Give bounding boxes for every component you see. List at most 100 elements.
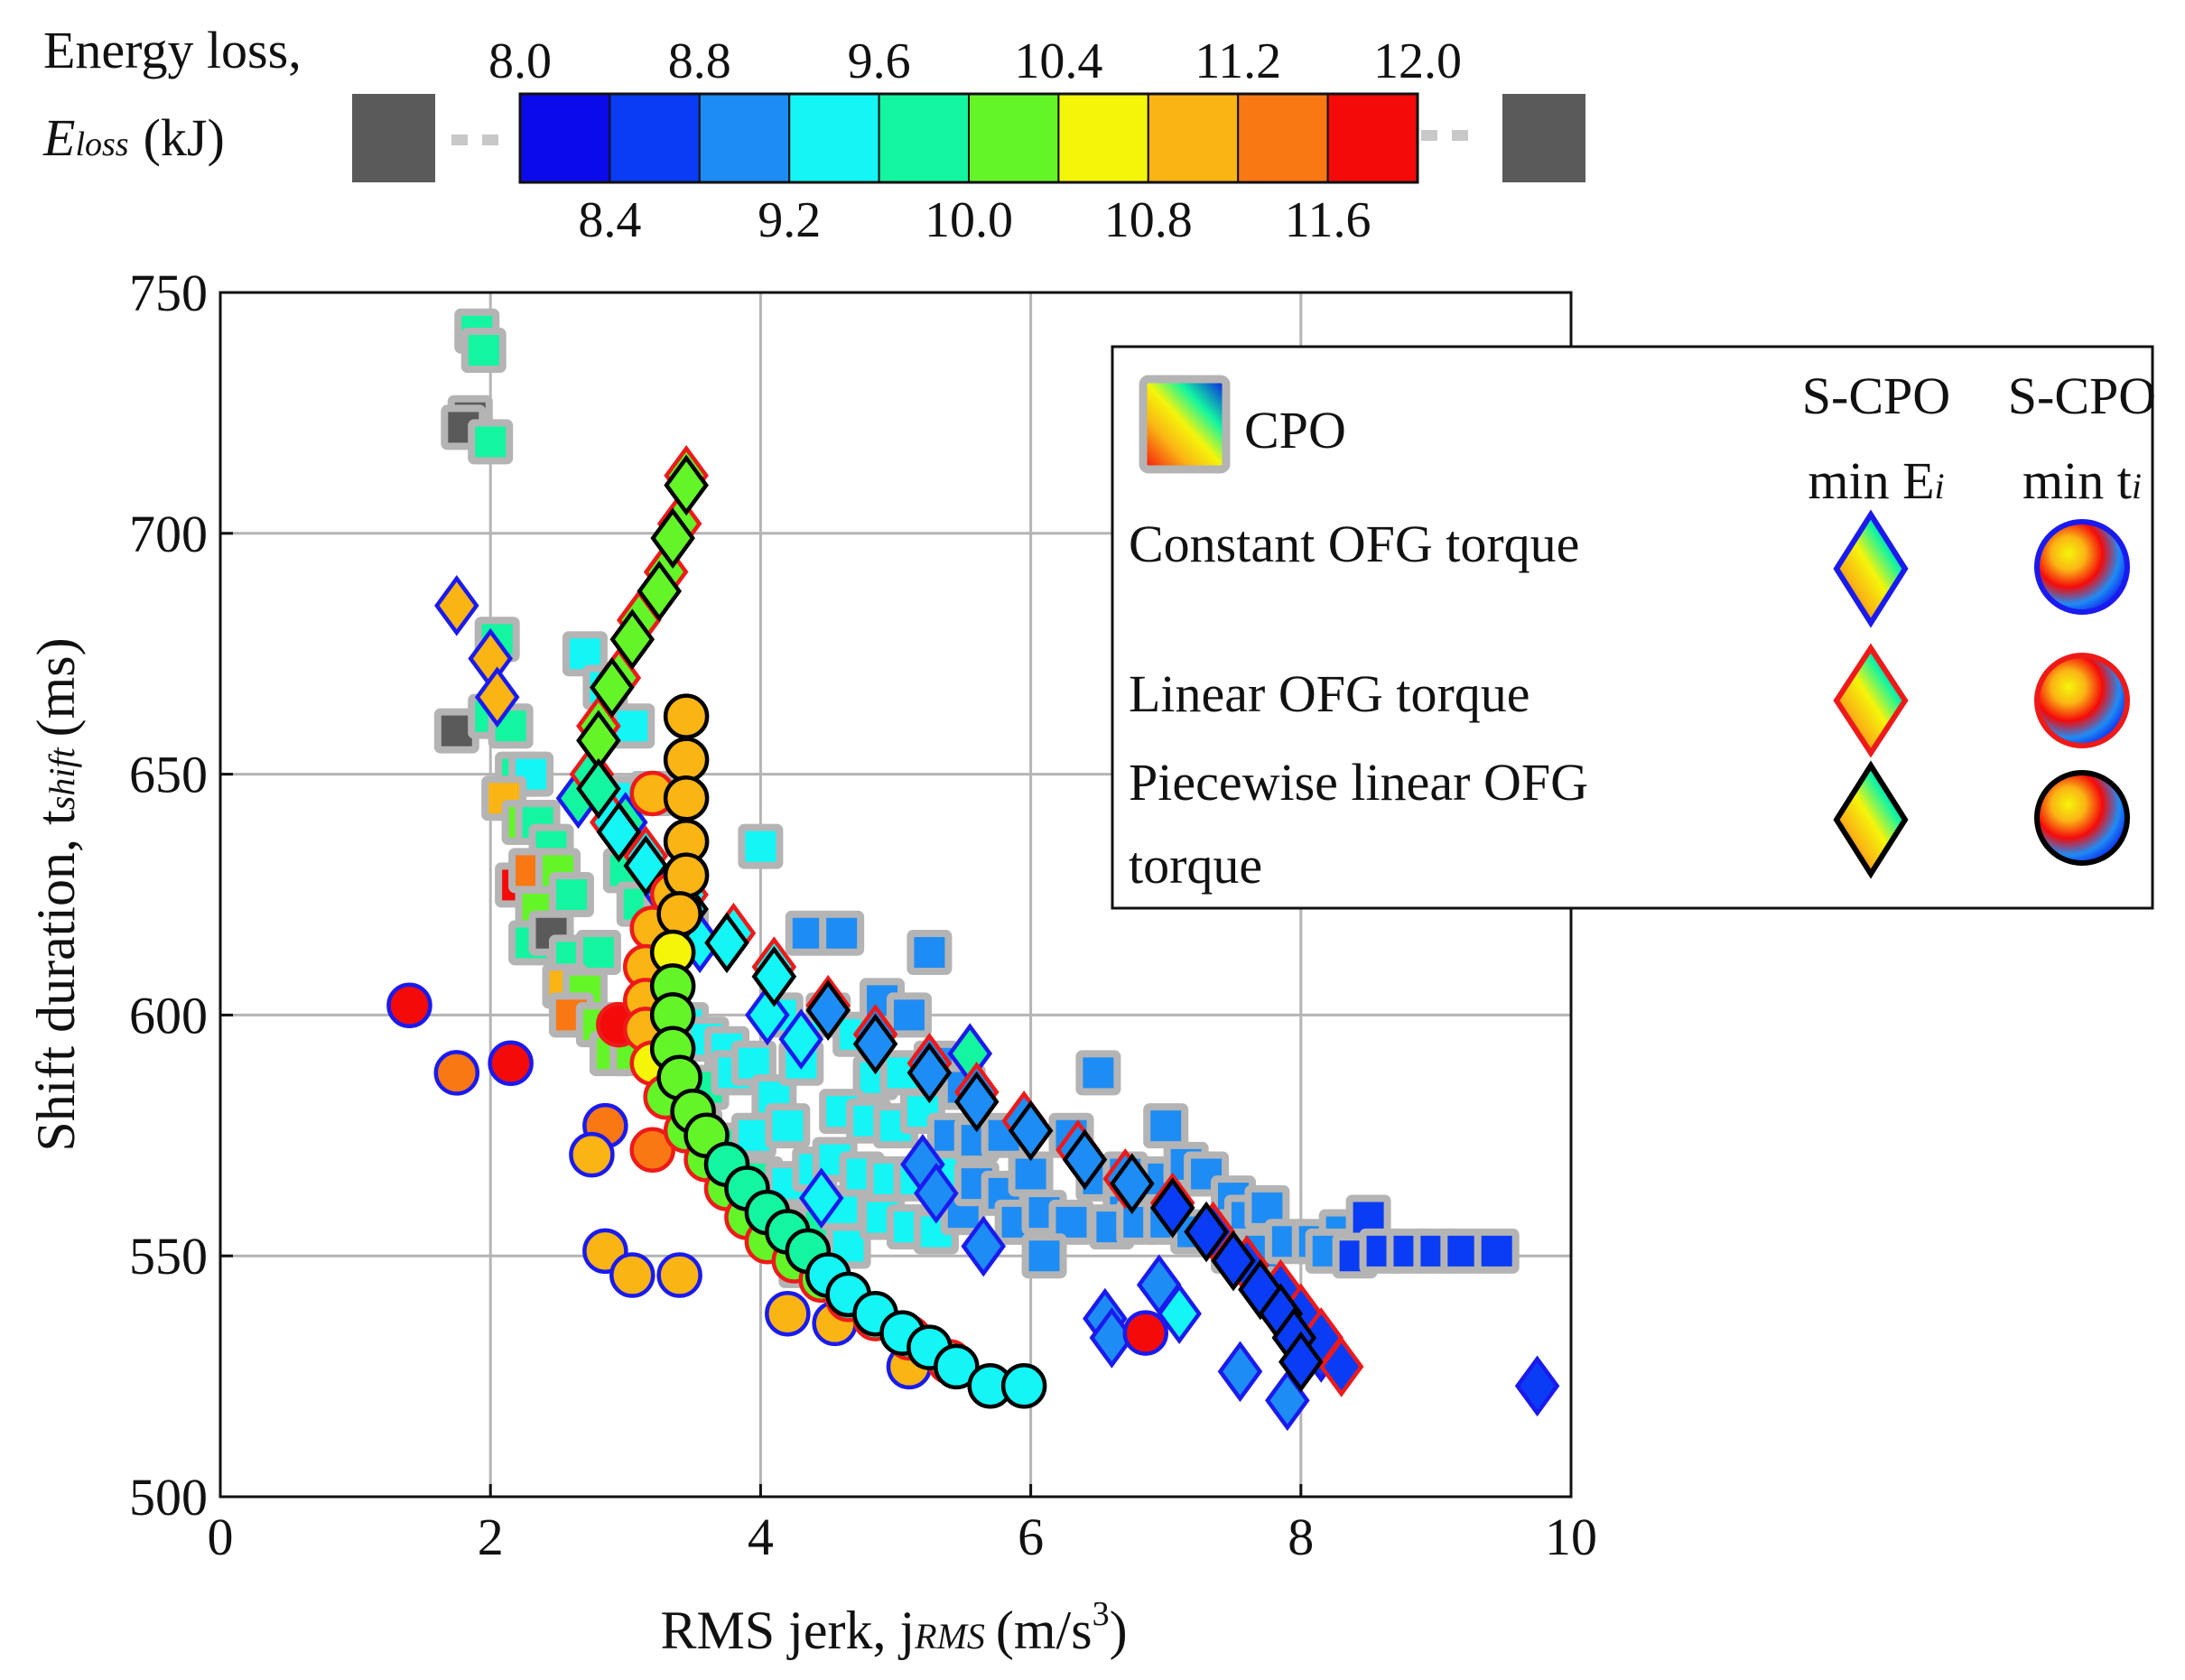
diamond-point [751, 945, 797, 1007]
colorbar-cell [878, 93, 970, 183]
legend-row-piecewise-label2: torque [1129, 836, 1262, 895]
colorbar-title-line2: Eloss (kJ) [42, 108, 225, 167]
diamond-point [805, 979, 851, 1041]
circle-point [1122, 1310, 1169, 1356]
circle-point [663, 693, 710, 739]
colorbar: Energy loss, Eloss (kJ) 8.0 8.8 9.6 10.4 11.2… [42, 21, 1585, 248]
y-tick-label: 500 [129, 1468, 208, 1527]
cpo-point [886, 992, 932, 1038]
legend-col1-sub: i [1935, 466, 1945, 506]
legend-row-piecewise-label: Piecewise linear OFG [1129, 753, 1588, 812]
colorbar-tick-label: 11.2 [1195, 33, 1281, 89]
x-axis-label-sub: RMS [914, 1616, 985, 1657]
diamond-point [1514, 1355, 1560, 1417]
series-s-cpo-min-ti-piecewise-linear-ofg-torque [649, 693, 1047, 1409]
circle-point [765, 1290, 811, 1337]
colorbar-bottom-labels: 8.4 9.2 10.0 10.8 11.6 [578, 192, 1371, 248]
diamond-point [590, 656, 635, 719]
diamond-point [650, 507, 695, 569]
y-tick-label: 600 [129, 986, 208, 1044]
y-axis-label-main: Shift duration, t [26, 810, 86, 1152]
x-axis-label-units: (m/s [996, 1601, 1092, 1660]
diamond-point [596, 801, 642, 863]
circle-point [609, 1252, 656, 1298]
diamond-point [953, 1071, 1000, 1133]
legend-row-constant-label: Constant OFG torque [1129, 515, 1579, 573]
cpo-point [468, 419, 514, 465]
y-tick-label: 650 [129, 746, 208, 804]
circle-point [569, 1131, 615, 1178]
diamond-point [961, 1215, 1007, 1277]
y-axis-label-units: (ms) [26, 637, 86, 737]
legend-constant-diamond [1833, 509, 1909, 628]
x-axis-label-main: RMS jerk, j [660, 1601, 915, 1660]
legend-box [1111, 345, 2154, 910]
colorbar-cell [1147, 93, 1240, 183]
cpo-point [1075, 1050, 1121, 1096]
colorbar-title-line1: Energy loss, [43, 21, 302, 79]
legend-col2-line2-main: min t [2022, 451, 2132, 510]
legend-col2-line2: min ti [2022, 451, 2142, 510]
cpo-point [1474, 1228, 1520, 1274]
cpo-point [460, 328, 507, 374]
circle-point [663, 852, 710, 898]
circle-point [1000, 1363, 1047, 1409]
legend-col2-sub: i [2132, 466, 2142, 506]
colorbar-cell [968, 93, 1060, 183]
x-tick-label: 0 [208, 1508, 234, 1566]
circle-point [656, 1252, 702, 1298]
cpo-point [1143, 1103, 1189, 1149]
x-axis-label-close: ) [1110, 1601, 1128, 1660]
diamond-point [1110, 1153, 1155, 1214]
cpo-point [1021, 1233, 1067, 1279]
circle-point [386, 982, 432, 1028]
colorbar-tick-label: 8.8 [668, 33, 731, 89]
x-tick-label: 4 [748, 1508, 774, 1566]
legend: CPO S-CPO min Ei S-CPO min ti Constant O… [1111, 345, 2156, 910]
diamond-point [1062, 1128, 1108, 1191]
cpo-point [907, 930, 953, 976]
colorbar-tick-label: 10.0 [925, 192, 1013, 248]
y-axis-label-sub: shift [42, 747, 82, 810]
series-s-cpo-min-ei-piecewise-linear-ofg-torque [576, 454, 1324, 1393]
y-tick-label: 550 [129, 1227, 208, 1286]
diamond-point [664, 454, 709, 516]
x-tick-label: 6 [1018, 1508, 1044, 1566]
diamond-point [1278, 1331, 1324, 1393]
colorbar-cell [609, 93, 701, 183]
diamond-point [1211, 1230, 1256, 1292]
colorbar-under-swatch [352, 94, 435, 182]
colorbar-cell [698, 93, 791, 183]
diamond-point [1008, 1100, 1054, 1162]
diamond-point [852, 1013, 898, 1075]
x-axis-label-sup: 3 [1092, 1595, 1110, 1633]
circle-point [934, 1343, 980, 1390]
legend-col2-line1: S-CPO [2008, 367, 2156, 425]
legend-cpo-marker [1139, 375, 1231, 474]
diamond-point [434, 575, 479, 636]
y-tick-label: 700 [129, 505, 208, 563]
colorbar-cell [1326, 93, 1418, 183]
diamond-point [1184, 1201, 1229, 1263]
x-axis-label: RMS jerk, jRMS (m/s3) [660, 1595, 1127, 1660]
circle-point [663, 775, 710, 821]
legend-col1-line1: S-CPO [1802, 367, 1950, 425]
diamond-point [914, 1163, 959, 1224]
legend-cpo-label: CPO [1244, 401, 1346, 459]
legend-piecewise-diamond [1833, 760, 1909, 879]
diamond-point [704, 912, 749, 974]
legend-col1-line2-main: min E [1808, 451, 1934, 510]
colorbar-title-units: (kJ) [144, 108, 225, 167]
diamond-point [1217, 1341, 1263, 1403]
circle-point [488, 1040, 534, 1087]
colorbar-tick-label: 10.4 [1014, 33, 1102, 89]
diamond-point [623, 835, 669, 896]
diamond-point [1318, 1336, 1364, 1397]
legend-constant-circle [2034, 519, 2130, 615]
colorbar-over-swatch [1502, 94, 1585, 182]
diamond-point [778, 1008, 824, 1070]
x-tick-label: 8 [1288, 1508, 1314, 1566]
diamond-point [637, 561, 682, 622]
diamond-point [576, 757, 621, 820]
